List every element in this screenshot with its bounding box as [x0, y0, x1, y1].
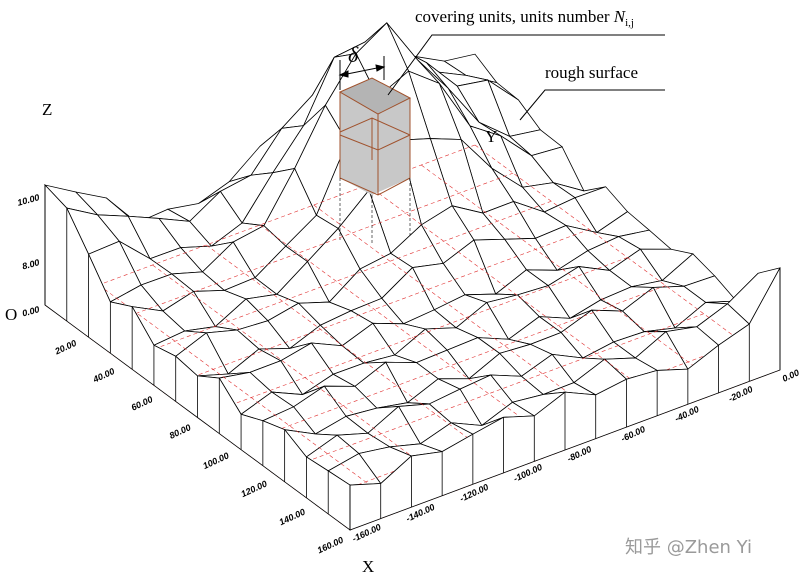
y-tick-label: 0.00	[781, 367, 801, 383]
x-tick-label: 120.00	[239, 478, 268, 499]
leader-line	[387, 34, 665, 96]
leader-line	[519, 89, 665, 121]
delta-marker	[338, 56, 386, 90]
x-axis-label: X	[362, 557, 374, 576]
grid-line	[206, 244, 512, 471]
grid-line	[421, 164, 727, 391]
label-sub: i,j	[625, 17, 634, 29]
z-tick-label: 10.00	[16, 192, 40, 207]
surface-mesh	[43, 22, 781, 486]
grid-line	[259, 224, 566, 451]
surface-skirt	[44, 183, 781, 531]
origin-label: O	[5, 305, 17, 324]
covering-units-label: covering units, units number Ni,j	[415, 7, 634, 29]
rough-surface-label: rough surface	[545, 63, 638, 82]
x-tick-label: 140.00	[278, 507, 307, 528]
grid-line	[474, 144, 781, 371]
y-axis-label: Y	[485, 127, 497, 146]
delta-label: δ	[348, 42, 359, 67]
label-text: covering units, units number	[415, 7, 610, 26]
grid-line	[367, 184, 673, 411]
x-tick-label: 60.00	[130, 394, 155, 413]
x-tick-label: 20.00	[52, 338, 78, 357]
x-tick-label: 40.00	[91, 366, 117, 385]
label-n: N	[613, 7, 627, 26]
z-axis-label: Z	[42, 100, 52, 119]
x-tick-label: 160.00	[316, 535, 345, 556]
watermark: 知乎 @Zhen Yi	[625, 537, 752, 558]
x-tick-label: 80.00	[168, 422, 193, 441]
covering-box	[338, 77, 412, 245]
z-tick-label: 0.00	[21, 304, 41, 318]
x-tick-label: 100.00	[201, 450, 230, 471]
z-tick-label: 8.00	[21, 257, 41, 271]
